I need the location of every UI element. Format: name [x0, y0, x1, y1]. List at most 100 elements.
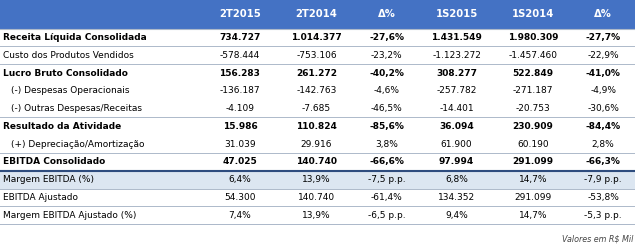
Text: -84,4%: -84,4% — [585, 122, 621, 131]
Text: -27,6%: -27,6% — [369, 33, 404, 42]
Bar — [0, 82, 635, 100]
Text: -6,5 p.p.: -6,5 p.p. — [368, 211, 405, 220]
Text: -22,9%: -22,9% — [587, 51, 619, 60]
Text: (+) Depreciação/Amortização: (+) Depreciação/Amortização — [11, 140, 145, 149]
Bar — [0, 100, 635, 118]
Bar — [0, 29, 635, 46]
Text: 6,4%: 6,4% — [229, 175, 251, 184]
Text: -257.782: -257.782 — [436, 86, 477, 95]
Text: 230.909: 230.909 — [512, 122, 554, 131]
Text: -14.401: -14.401 — [439, 104, 474, 113]
Bar — [0, 206, 635, 224]
Text: -4,6%: -4,6% — [373, 86, 399, 95]
Text: -30,6%: -30,6% — [587, 104, 619, 113]
Text: EBITDA Consolidado: EBITDA Consolidado — [3, 157, 105, 166]
Text: 1S2014: 1S2014 — [512, 9, 554, 19]
Text: 15.986: 15.986 — [222, 122, 257, 131]
Text: -4,9%: -4,9% — [590, 86, 616, 95]
Text: -41,0%: -41,0% — [585, 68, 620, 77]
Text: 2T2015: 2T2015 — [219, 9, 261, 19]
Bar — [0, 64, 635, 82]
Text: 6,8%: 6,8% — [445, 175, 468, 184]
Text: -53,8%: -53,8% — [587, 193, 619, 202]
Text: 14,7%: 14,7% — [519, 175, 547, 184]
Text: 734.727: 734.727 — [219, 33, 260, 42]
Text: Resultado da Atividade: Resultado da Atividade — [3, 122, 121, 131]
Text: 29.916: 29.916 — [301, 140, 332, 149]
Text: 14,7%: 14,7% — [519, 211, 547, 220]
Text: 308.277: 308.277 — [436, 68, 477, 77]
Text: 1.431.549: 1.431.549 — [431, 33, 482, 42]
Text: Custo dos Produtos Vendidos: Custo dos Produtos Vendidos — [3, 51, 134, 60]
Bar — [0, 188, 635, 206]
Text: 61.900: 61.900 — [441, 140, 472, 149]
Text: 2T2014: 2T2014 — [295, 9, 337, 19]
Text: -40,2%: -40,2% — [369, 68, 404, 77]
Text: -7,5 p.p.: -7,5 p.p. — [368, 175, 405, 184]
Text: 261.272: 261.272 — [296, 68, 337, 77]
Text: Δ%: Δ% — [378, 9, 396, 19]
Text: 54.300: 54.300 — [224, 193, 256, 202]
Text: -136.187: -136.187 — [220, 86, 260, 95]
Text: Margem EBITDA (%): Margem EBITDA (%) — [3, 175, 94, 184]
Text: -61,4%: -61,4% — [371, 193, 403, 202]
Text: 140.740: 140.740 — [296, 157, 337, 166]
Bar — [0, 46, 635, 64]
Text: -1.457.460: -1.457.460 — [509, 51, 558, 60]
Text: -66,6%: -66,6% — [369, 157, 404, 166]
Bar — [355, 0, 418, 29]
Text: 60.190: 60.190 — [518, 140, 549, 149]
Text: 3,8%: 3,8% — [375, 140, 398, 149]
Text: 9,4%: 9,4% — [445, 211, 468, 220]
Text: -7,9 p.p.: -7,9 p.p. — [584, 175, 622, 184]
Text: -27,7%: -27,7% — [585, 33, 621, 42]
Text: 291.099: 291.099 — [514, 193, 552, 202]
Bar — [0, 118, 635, 135]
Text: 7,4%: 7,4% — [229, 211, 251, 220]
Bar — [0, 153, 635, 171]
Text: -753.106: -753.106 — [296, 51, 337, 60]
Text: 97.994: 97.994 — [439, 157, 474, 166]
Text: 2,8%: 2,8% — [592, 140, 615, 149]
Bar — [572, 0, 635, 29]
Text: Lucro Bruto Consolidado: Lucro Bruto Consolidado — [3, 68, 128, 77]
Text: 134.352: 134.352 — [438, 193, 475, 202]
Text: -1.123.272: -1.123.272 — [432, 51, 481, 60]
Text: 291.099: 291.099 — [512, 157, 554, 166]
Text: Δ%: Δ% — [594, 9, 612, 19]
Bar — [278, 0, 355, 29]
Text: 1.980.309: 1.980.309 — [508, 33, 558, 42]
Bar — [202, 0, 278, 29]
Bar — [0, 0, 202, 29]
Text: 522.849: 522.849 — [512, 68, 554, 77]
Text: -7.685: -7.685 — [302, 104, 331, 113]
Text: 110.824: 110.824 — [296, 122, 337, 131]
Bar — [0, 135, 635, 153]
Bar — [495, 0, 572, 29]
Text: -46,5%: -46,5% — [371, 104, 403, 113]
Text: -4.109: -4.109 — [225, 104, 255, 113]
Text: -5,3 p.p.: -5,3 p.p. — [584, 211, 622, 220]
Bar — [0, 171, 635, 188]
Text: EBITDA Ajustado: EBITDA Ajustado — [3, 193, 78, 202]
Text: -271.187: -271.187 — [513, 86, 554, 95]
Text: -20.753: -20.753 — [516, 104, 551, 113]
Text: 156.283: 156.283 — [220, 68, 260, 77]
Text: (-) Despesas Operacionais: (-) Despesas Operacionais — [11, 86, 130, 95]
Text: Receita Líquida Consolidada: Receita Líquida Consolidada — [3, 33, 147, 42]
Text: 31.039: 31.039 — [224, 140, 256, 149]
Text: (-) Outras Despesas/Receitas: (-) Outras Despesas/Receitas — [11, 104, 142, 113]
Bar — [418, 0, 495, 29]
Text: Margem EBITDA Ajustado (%): Margem EBITDA Ajustado (%) — [3, 211, 137, 220]
Text: 36.094: 36.094 — [439, 122, 474, 131]
Text: -66,3%: -66,3% — [585, 157, 620, 166]
Text: 140.740: 140.740 — [298, 193, 335, 202]
Text: 1.014.377: 1.014.377 — [291, 33, 342, 42]
Text: -23,2%: -23,2% — [371, 51, 403, 60]
Text: 13,9%: 13,9% — [302, 211, 331, 220]
Text: -85,6%: -85,6% — [369, 122, 404, 131]
Text: -142.763: -142.763 — [297, 86, 337, 95]
Text: Valores em R$ Mil: Valores em R$ Mil — [563, 235, 634, 244]
Text: 1S2015: 1S2015 — [436, 9, 478, 19]
Text: -578.444: -578.444 — [220, 51, 260, 60]
